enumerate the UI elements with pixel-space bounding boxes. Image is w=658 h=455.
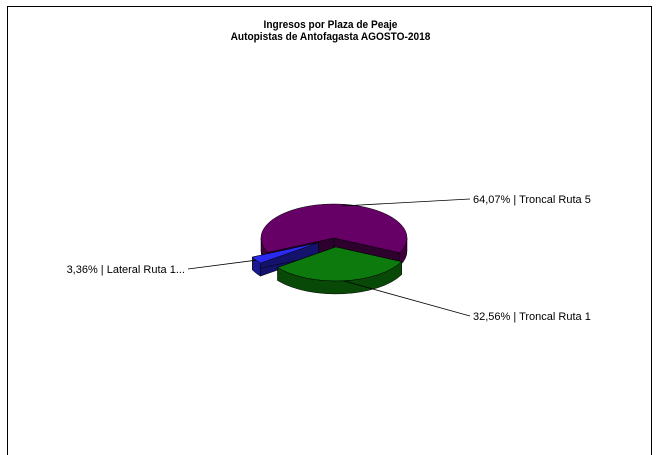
chart-subtitle: Autopistas de Antofagasta AGOSTO-2018	[230, 31, 431, 43]
pie-slice-2	[276, 246, 403, 295]
slice-label-3: 3,36% | Lateral Ruta 1...	[67, 264, 185, 276]
leader-line-2	[342, 280, 471, 317]
leader-line-3	[187, 259, 257, 270]
pie-slice-3	[251, 242, 319, 277]
slice-label-2: 32,56% | Troncal Ruta 1	[473, 311, 591, 323]
chart-title-block: Ingresos por Plaza de Peaje Autopistas d…	[34, 19, 627, 43]
slice-label-1: 64,07% | Troncal Ruta 5	[473, 194, 591, 206]
leader-line-1	[341, 198, 471, 207]
chart-title: Ingresos por Plaza de Peaje	[263, 19, 398, 31]
